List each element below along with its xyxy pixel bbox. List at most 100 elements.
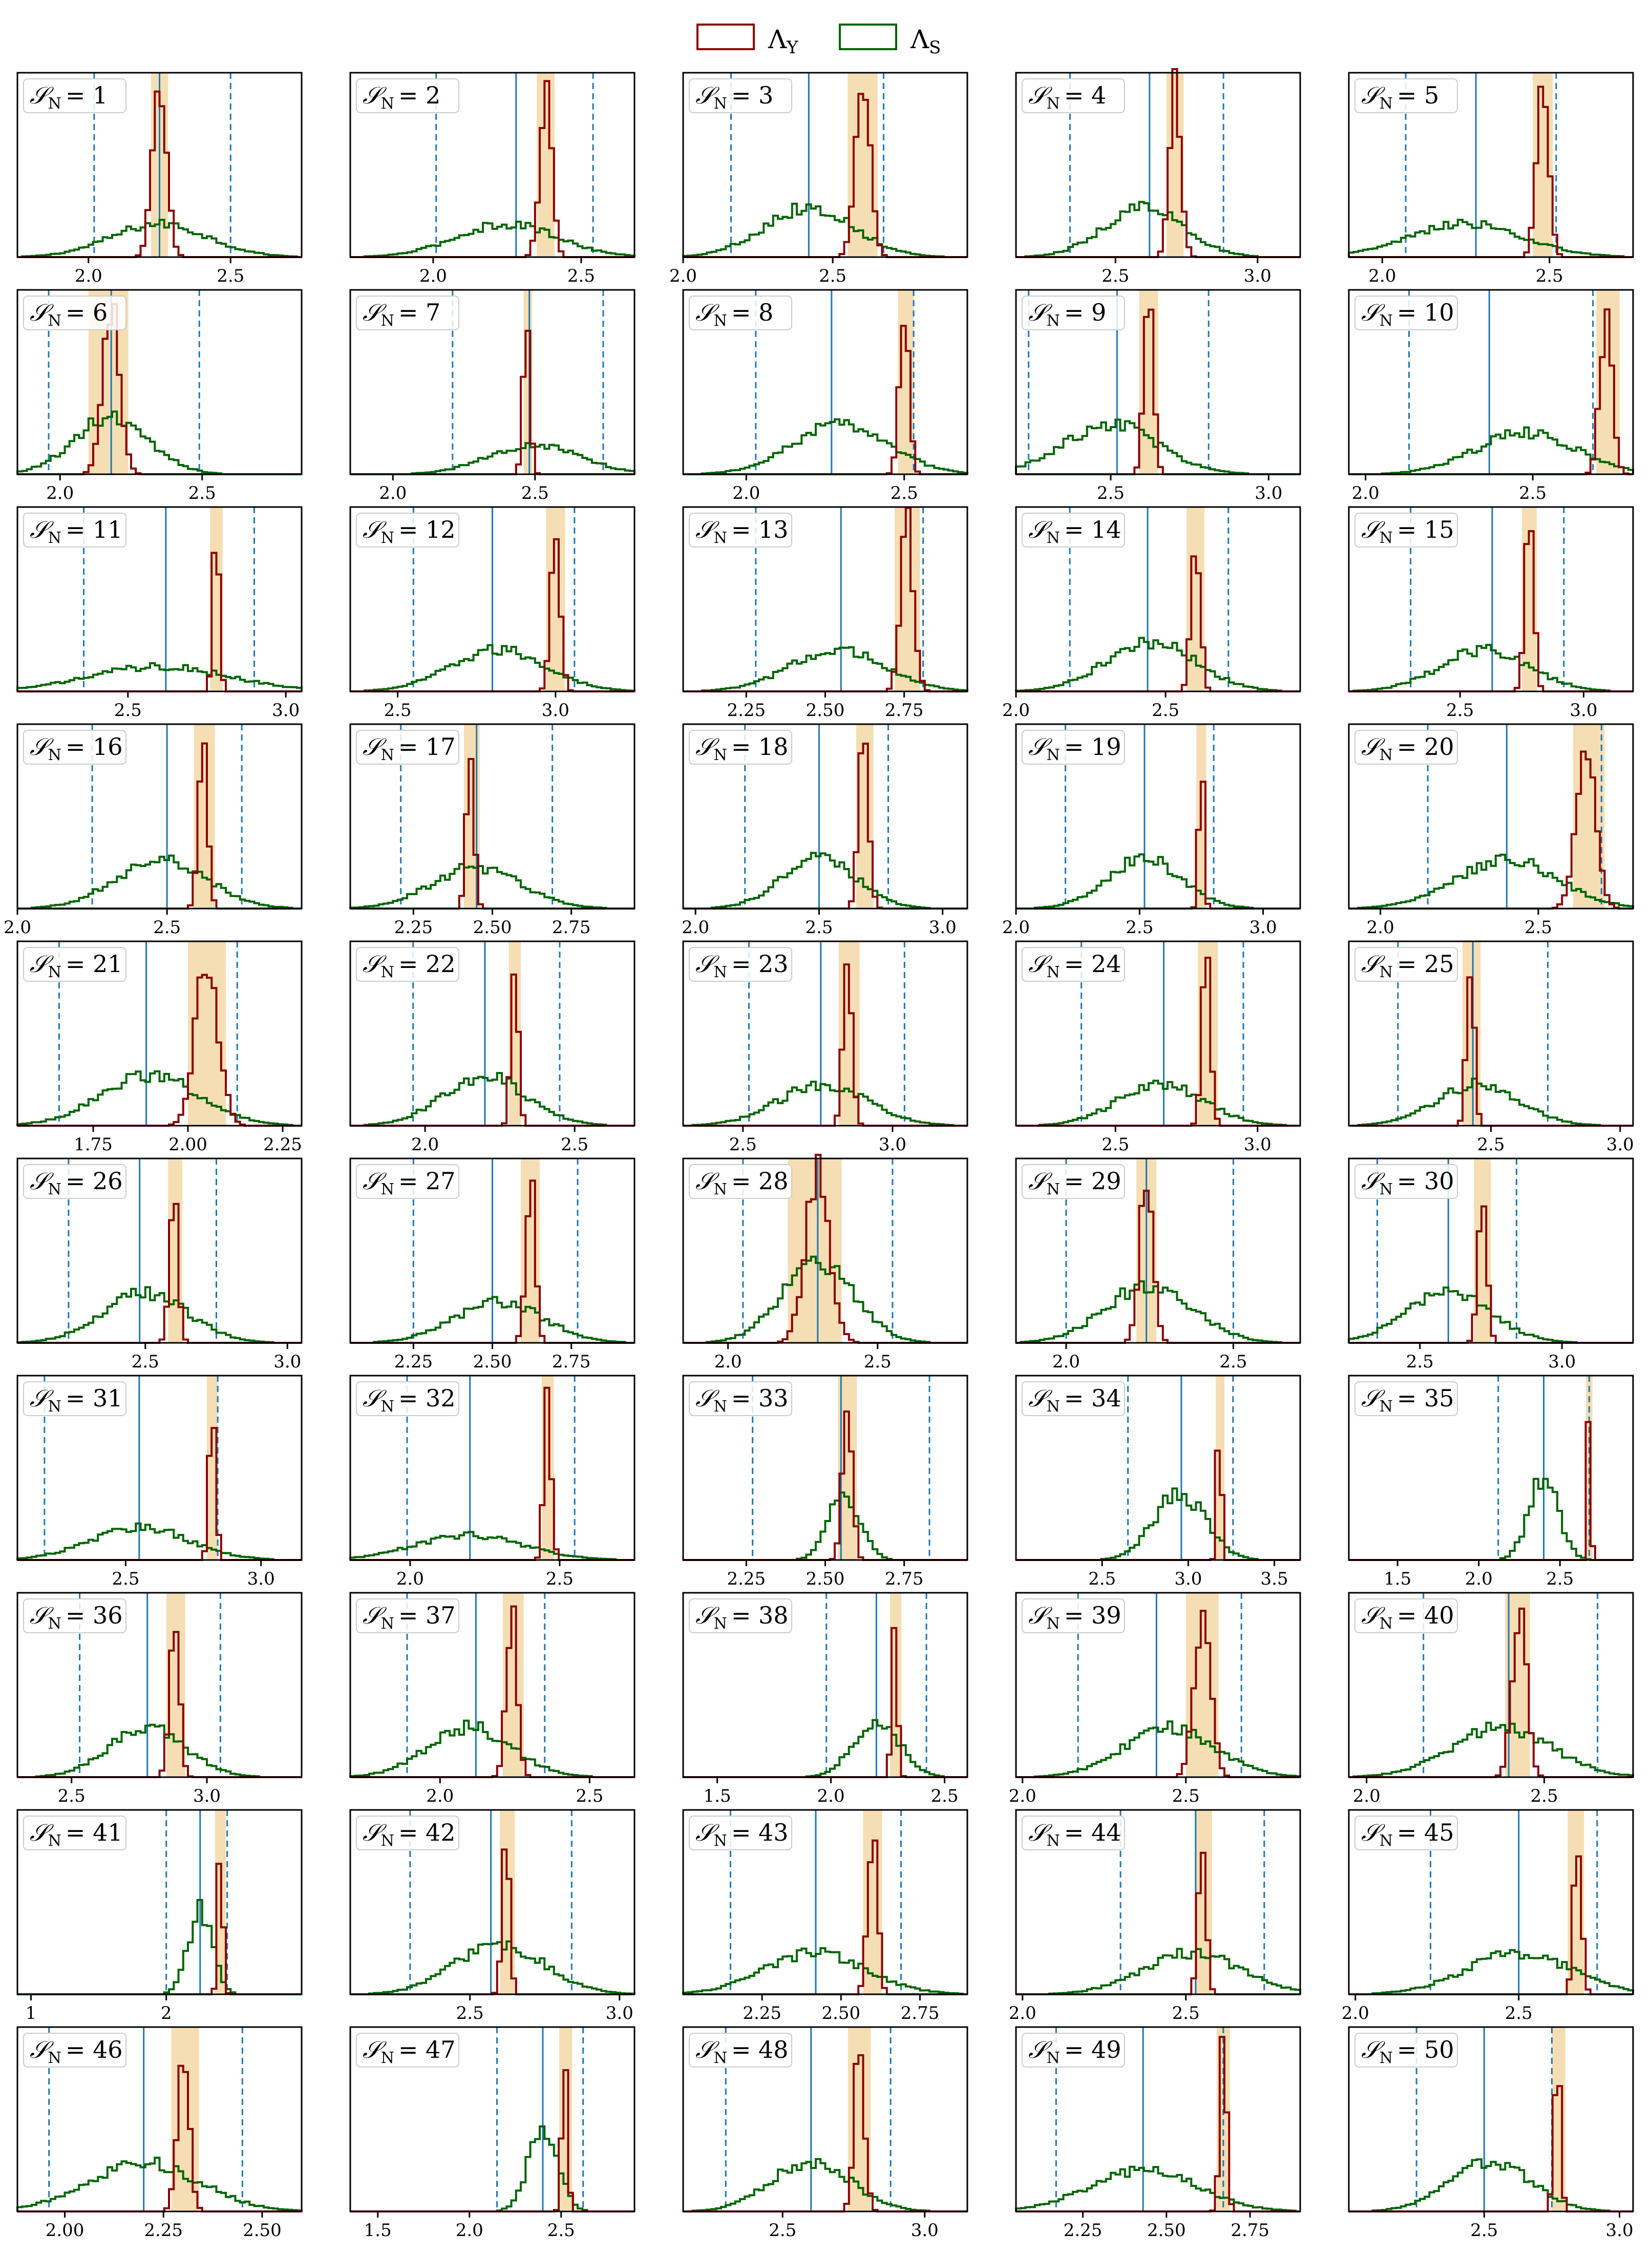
histogram-lambda-s [682, 202, 967, 258]
panel-label-text: 𝒮N = 5 [1361, 81, 1439, 113]
panel-label-box [23, 78, 126, 113]
panel-label-box [689, 296, 792, 330]
x-tick-label: 3.0 [247, 1569, 275, 1589]
panel-label: 𝒮N = 45 [1354, 1816, 1458, 1850]
panel-16: 2.0 2.5 𝒮N = 16 [4, 723, 303, 938]
panel-label-text: 𝒮N = 3 [695, 81, 773, 113]
panel-label-text: 𝒮N = 39 [1028, 1601, 1121, 1633]
x-tick-label: 2.50 [821, 2003, 860, 2023]
panel-17: 2.25 2.50 2.75 𝒮N = 17 [349, 723, 636, 938]
panel-label: 𝒮N = 50 [1354, 2033, 1458, 2068]
histogram-lambda-s [683, 1081, 967, 1127]
panel-label: 𝒮N = 24 [1022, 947, 1125, 982]
legend-swatch-lambda-s [839, 24, 897, 50]
panel-label-text: 𝒮N = 9 [1028, 299, 1106, 330]
histogram-lambda-y [1016, 781, 1300, 910]
panel-label: 𝒮N = 10 [1354, 296, 1458, 330]
x-tick-label: 3.0 [542, 700, 569, 721]
panel-frame [1348, 723, 1634, 910]
x-tick-label: 2.5 [1406, 1352, 1434, 1372]
x-tick-label: 3.0 [1244, 266, 1272, 286]
panel-label-box [1022, 513, 1125, 547]
histogram-lambda-s [17, 219, 302, 258]
histogram-lambda-s [350, 644, 636, 692]
panel-frame [682, 1157, 968, 1344]
x-tick-label: 2.5 [1088, 1569, 1116, 1589]
panel-label: 𝒮N = 37 [356, 1598, 459, 1633]
x-tick-label: 2.5 [1524, 917, 1552, 938]
panel-label-box [1022, 1164, 1125, 1199]
panel-label-text: 𝒮N = 6 [30, 299, 108, 330]
panel-44: 2.0 2.5 𝒮N = 44 [1009, 1809, 1301, 2023]
x-tick-label: 2.50 [243, 2220, 282, 2241]
panel-40: 2.0 2.5 𝒮N = 40 [1348, 1592, 1634, 1806]
panel-label: 𝒮N = 25 [1354, 947, 1458, 982]
x-tick-label: 2.5 [1172, 2003, 1200, 2023]
histogram-lambda-s [683, 1491, 967, 1561]
panel-label-box [689, 78, 792, 113]
x-tick-label: 2.75 [1231, 2220, 1269, 2241]
panel-label-text: 𝒮N = 7 [363, 299, 440, 330]
panel-label: 𝒮N = 29 [1022, 1164, 1125, 1199]
panel-frame [349, 506, 636, 692]
x-tick-label: 2.5 [1102, 266, 1129, 286]
panel-frame [16, 1157, 303, 1344]
histogram-lambda-s [1016, 1487, 1300, 1561]
x-tick-label: 2.5 [546, 1569, 574, 1589]
panel-6: 2.0 2.5 𝒮N = 6 [16, 289, 303, 503]
histogram-lambda-s [17, 1899, 302, 1995]
histogram-lambda-s [1349, 426, 1634, 475]
histogram-lambda-y [1349, 1421, 1633, 1561]
x-tick-label: 2.0 [1052, 1352, 1080, 1372]
histogram-lambda-s [1016, 1280, 1300, 1344]
x-tick-label: 2.5 [153, 917, 181, 938]
panel-label-box [23, 1598, 126, 1633]
x-tick-label: 2.0 [396, 1569, 424, 1589]
panel-frame [349, 1375, 636, 1561]
x-tick-label: 2.0 [1353, 1786, 1381, 1806]
x-tick-label: 2.5 [1152, 700, 1179, 721]
histogram-lambda-s [1016, 853, 1300, 910]
panel-label-box [689, 730, 792, 765]
panel-label: 𝒮N = 42 [356, 1816, 459, 1850]
panel-label-text: 𝒮N = 15 [1361, 516, 1454, 547]
x-tick-label: 2.5 [1219, 1352, 1247, 1372]
panel-label-box [23, 2033, 126, 2068]
panel-frame [349, 1809, 636, 1995]
panel-50: 2.5 3.0 𝒮N = 50 [1348, 2026, 1634, 2241]
histogram-lambda-y [683, 93, 967, 258]
panel-label-box [1354, 1164, 1458, 1199]
panel-10: 2.0 2.5 𝒮N = 10 [1348, 289, 1634, 503]
x-tick-label: 2.0 [1352, 483, 1380, 503]
histogram-lambda-y [683, 1839, 967, 1995]
histogram-lambda-s [1349, 2158, 1633, 2212]
panel-28: 2.0 2.5 𝒮N = 28 [682, 1153, 968, 1372]
panel-label: 𝒮N = 41 [23, 1816, 126, 1850]
histogram-lambda-s [1349, 1949, 1634, 1995]
panel-label: 𝒮N = 11 [23, 513, 126, 547]
x-tick-label: 2.5 [58, 1786, 86, 1806]
panel-label-box [1354, 78, 1458, 113]
histogram-lambda-y [350, 2069, 634, 2212]
panel-25: 2.5 3.0 𝒮N = 25 [1348, 940, 1634, 1155]
histogram-lambda-s [16, 1286, 302, 1344]
panel-label-box [23, 1164, 126, 1199]
legend-swatch-lambda-y [696, 24, 755, 50]
legend-item-lambda-s: ΛS [839, 24, 941, 58]
panel-31: 2.5 3.0 𝒮N = 31 [16, 1375, 303, 1589]
panel-label: 𝒮N = 22 [356, 947, 459, 982]
x-tick-label: 2.75 [885, 1569, 924, 1589]
panel-frame [349, 2026, 636, 2212]
panel-frame [682, 1592, 968, 1778]
panel-27: 2.25 2.50 2.75 𝒮N = 27 [349, 1157, 636, 1372]
panel-label-text: 𝒮N = 44 [1028, 1819, 1121, 1850]
histogram-lambda-y [1016, 957, 1300, 1127]
x-tick-label: 3.0 [1570, 700, 1597, 721]
histogram-lambda-y [1349, 1855, 1633, 1995]
panel-42: 2.5 3.0 𝒮N = 42 [349, 1809, 636, 2023]
x-tick-label: 2.5 [1470, 2220, 1498, 2241]
x-tick-label: 3.0 [606, 2003, 633, 2023]
panel-33: 2.25 2.50 2.75 𝒮N = 33 [682, 1375, 968, 1589]
panel-label-text: 𝒮N = 30 [1361, 1167, 1454, 1198]
x-tick-label: 2.5 [891, 483, 918, 503]
